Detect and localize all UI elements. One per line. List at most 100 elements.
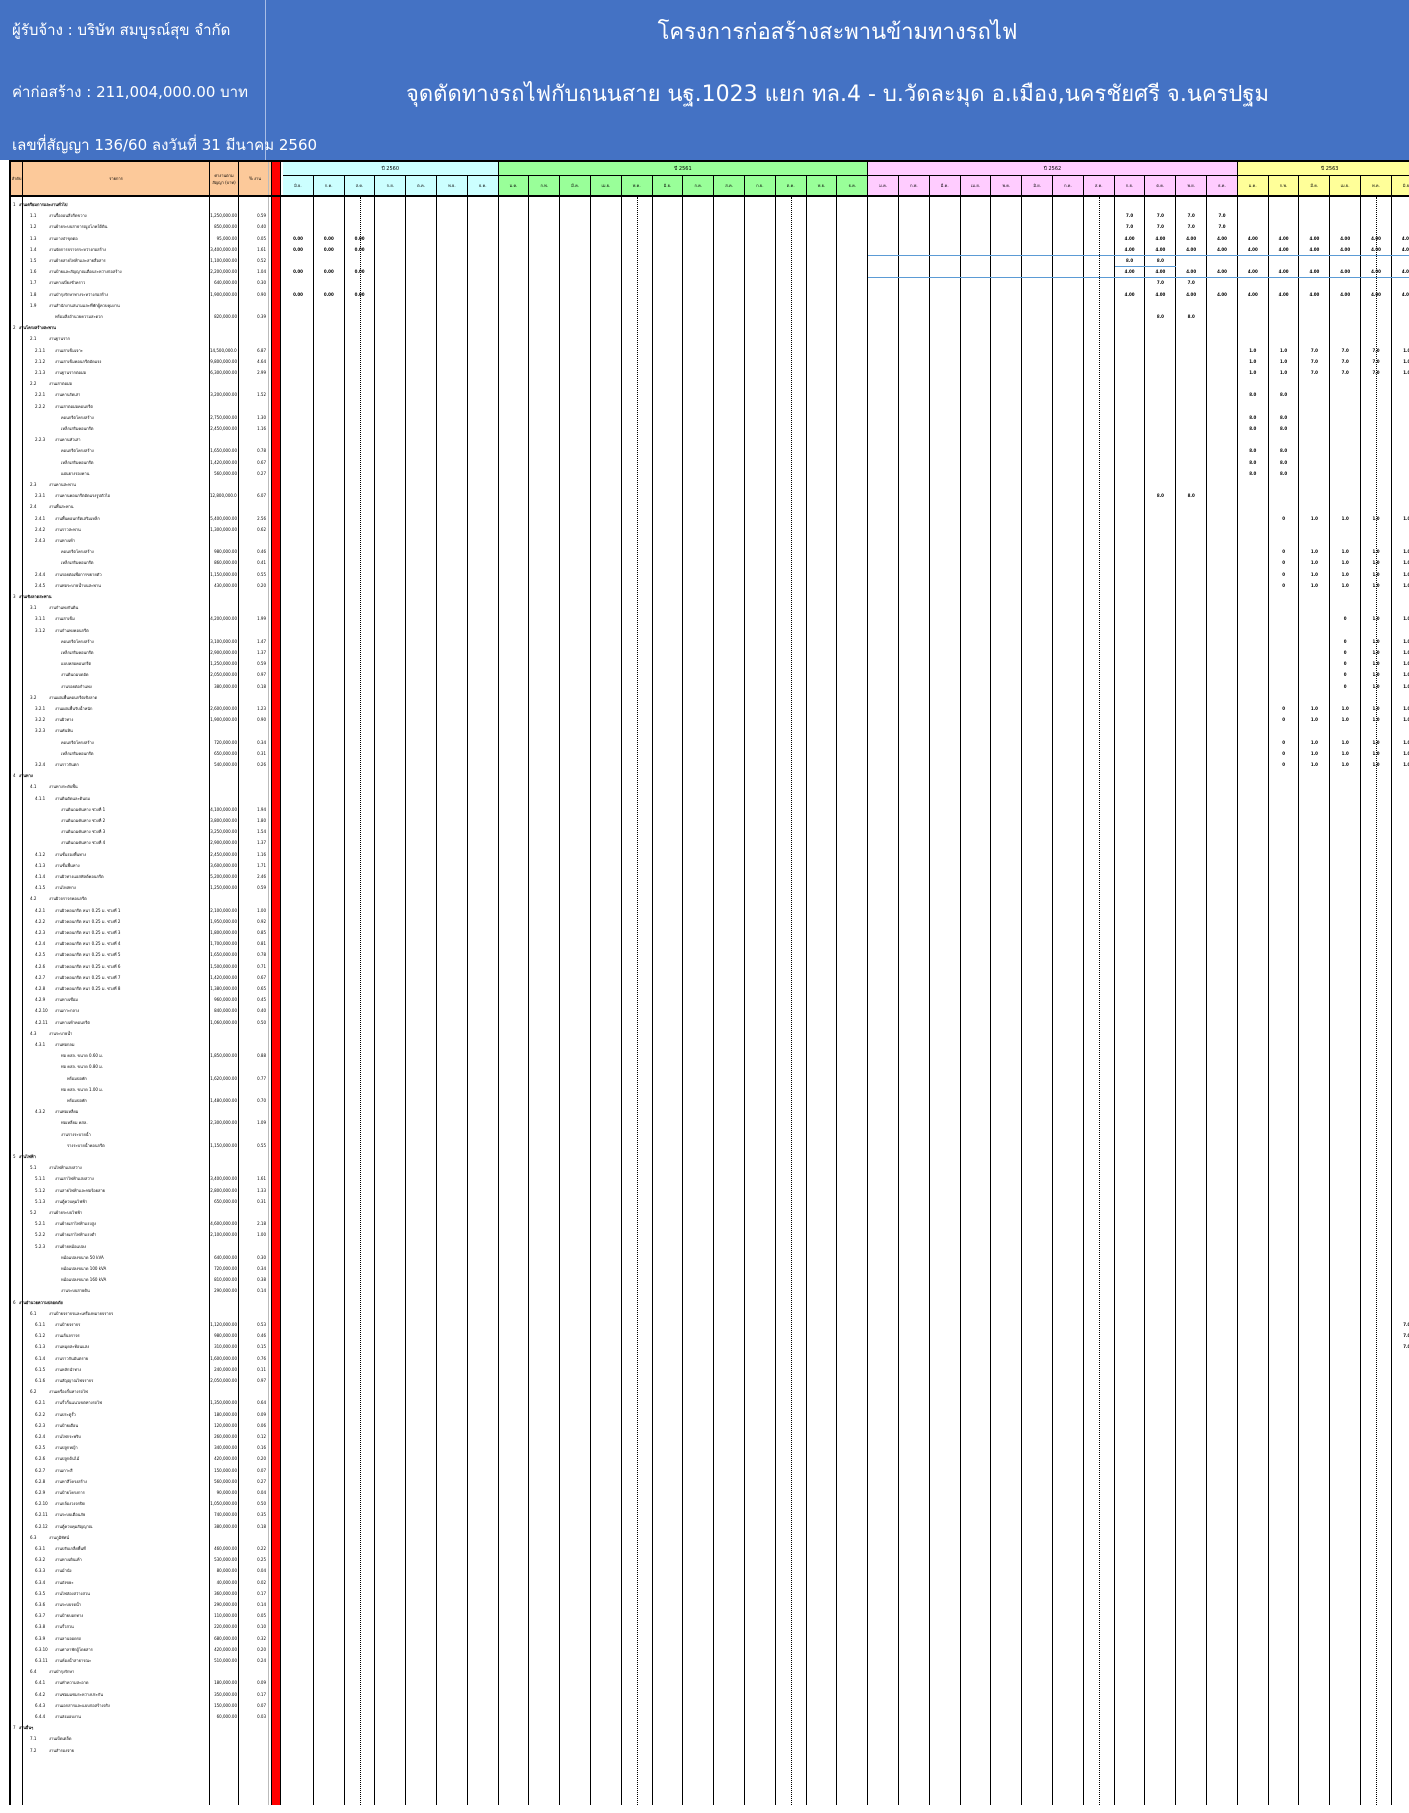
item-percent: 0.10 xyxy=(257,1624,266,1630)
month-header: มี.ค. xyxy=(929,176,961,195)
item-name: งานผิวคอนกรีต หนา 0.25 ม. ช่วงที่ 5 xyxy=(55,952,121,958)
item-name: งานผิวคอนกรีต หนา 0.25 ม. ช่วงที่ 6 xyxy=(55,963,121,969)
item-code: 6.3.1 xyxy=(35,1546,46,1551)
table-row: คอนกรีตโครงสร้าง 720,000.00 0.34 0 1.0 1.0 1.0… xyxy=(11,737,1409,748)
item-percent: 1.37 xyxy=(257,840,266,846)
item-percent: 0.31 xyxy=(257,1198,266,1204)
item-name: งานเชิงลาดสะพาน xyxy=(19,594,52,599)
item-name: งานฐานรากตอม่อ xyxy=(55,370,86,375)
item-code: 6.3.3 xyxy=(35,1568,46,1574)
item-name: คอนกรีตโครงสร้าง xyxy=(61,638,94,644)
schedule-table: ลำดับ รายการ ค่างานตามสัญญา (บาท) % งาน … xyxy=(9,160,1409,1805)
item-amount: 2,750,000.00 xyxy=(210,414,237,420)
item-amount: 1,480,000.00 xyxy=(210,1098,237,1103)
progress-value: 1.0 xyxy=(1249,358,1257,364)
item-amount: 1,420,000.00 xyxy=(210,974,237,980)
progress-value: 4.00 xyxy=(1124,269,1135,275)
item-name: พร้อมบ่อพัก xyxy=(67,1075,87,1081)
table-row: 4.2.5 งานผิวคอนกรีต หนา 0.25 ม. ช่วงที่ 5… xyxy=(11,949,1409,960)
item-name: งานคานรัดเสา xyxy=(55,392,81,398)
progress-value: 7.0 xyxy=(1372,347,1380,353)
table-row: พร้อมบ่อพัก 1,480,000.00 0.70 xyxy=(11,1095,1409,1106)
month-divider xyxy=(651,176,653,1805)
progress-value: 1.0 xyxy=(1403,650,1409,655)
progress-value: 7.0 xyxy=(1187,224,1195,230)
item-amount: 40,000.00 xyxy=(216,1579,237,1585)
month-header: ก.ย. xyxy=(745,176,776,195)
month-header: เม.ย. xyxy=(1330,176,1361,195)
progress-value: 1.0 xyxy=(1372,750,1380,756)
month-header: ธ.ค. xyxy=(837,176,869,195)
item-amount: 1,700,000.00 xyxy=(210,941,237,947)
item-code: 4.2.5 xyxy=(35,952,46,958)
month-divider xyxy=(928,176,930,1805)
table-row: 1.9 งานสำนักงานสนามและที่พักผู้ควบคุมงาน xyxy=(11,300,1409,311)
item-name: งานเสาตอม่อ xyxy=(49,381,73,387)
table-row: 4.1.2 งานชั้นรองพื้นทาง 2,450,000.00 1.16 xyxy=(11,849,1409,860)
item-code: 5.2.2 xyxy=(35,1232,46,1238)
item-percent: 1.16 xyxy=(257,851,266,857)
item-code: 4.2.7 xyxy=(35,974,46,980)
month-divider xyxy=(1113,176,1115,1805)
item-percent: 1.61 xyxy=(257,1176,266,1182)
item-amount: 9,800,000.00 xyxy=(210,358,237,364)
item-name: งานพื้นสะพาน xyxy=(49,504,74,510)
item-code: 4.2.6 xyxy=(35,963,46,969)
month-divider xyxy=(1082,176,1084,1805)
item-name: งานย้ายระบบไฟฟ้า xyxy=(49,1210,83,1215)
item-percent: 1.04 xyxy=(257,269,266,275)
progress-value: 7.0 xyxy=(1341,358,1349,364)
table-row: 4.3.1 งานท่อกลม xyxy=(11,1039,1409,1050)
item-code: 2.1.1 xyxy=(35,347,46,353)
item-percent: 2.46 xyxy=(257,874,266,879)
item-amount: 1,950,000.00 xyxy=(210,918,237,924)
item-code: 6.2.1 xyxy=(35,1400,46,1406)
table-row: 4.2.7 งานผิวคอนกรีต หนา 0.25 ม. ช่วงที่ 7… xyxy=(11,972,1409,983)
month-divider xyxy=(805,176,807,1805)
item-code: 6.2.10 xyxy=(35,1501,48,1507)
item-amount: 420,000.00 xyxy=(214,1456,237,1462)
item-percent: 0.50 xyxy=(257,1019,266,1025)
item-amount: 3,250,000.00 xyxy=(210,829,237,835)
progress-value: 1.0 xyxy=(1249,370,1257,375)
item-code: 6.2.7 xyxy=(35,1467,46,1473)
item-amount: 1,900,000.00 xyxy=(210,717,237,723)
item-name: งานไฟกระพริบ xyxy=(55,1434,81,1439)
month-header: ก.พ. xyxy=(1268,176,1300,195)
item-name: งานราวกันอันตราย xyxy=(55,1355,89,1361)
progress-value: 7.0 xyxy=(1310,347,1318,353)
progress-value: 0 xyxy=(1282,739,1285,745)
item-percent: 6.87 xyxy=(257,347,266,353)
month-divider xyxy=(1052,176,1053,1805)
month-header: ธ.ค. xyxy=(467,176,499,195)
progress-value: 0.00 xyxy=(354,246,365,252)
item-name: ท่อ คสล. ขนาด 0.80 ม. xyxy=(61,1064,104,1070)
item-name: งานรางระบายน้ำ xyxy=(61,1131,91,1137)
item-percent: 0.18 xyxy=(257,683,266,689)
col-header-amount: ค่างานตามสัญญา (บาท) xyxy=(210,162,239,195)
item-name: งานเบ็ดเตล็ด xyxy=(49,1736,72,1742)
progress-value: 1.0 xyxy=(1341,560,1349,566)
item-amount: 6,300,000.00 xyxy=(210,370,237,375)
progress-value: 1.0 xyxy=(1341,515,1349,521)
item-name: งานย้ายเสาไฟฟ้าแรงสูง xyxy=(55,1221,96,1227)
item-code: 2.3 xyxy=(30,482,37,487)
item-amount: 530,000.00 xyxy=(214,1557,237,1563)
progress-bar-line xyxy=(868,255,1409,256)
table-row: 4.3 งานระบายน้ำ xyxy=(11,1028,1409,1039)
item-code: 4.2.8 xyxy=(35,986,46,991)
month-divider xyxy=(1175,176,1177,1805)
month-header: เม.ย. xyxy=(591,176,622,195)
month-divider xyxy=(620,176,622,1805)
table-row: 1.2 งานย้ายระบบสาธารณูปโภคใต้ดิน 850,000.0… xyxy=(11,221,1409,232)
item-percent: 0.32 xyxy=(257,1635,266,1641)
progress-value: 4.00 xyxy=(1401,235,1409,241)
item-code: 2.1 xyxy=(30,336,37,342)
item-percent: 2.99 xyxy=(257,370,266,375)
item-name: พร้อมสิ่งอำนวยความสะดวก xyxy=(55,314,103,319)
item-percent: 0.02 xyxy=(257,1579,266,1585)
table-row: 1.7 งานทางเบี่ยงชั่วคราว 640,000.00 0.30 7.0… xyxy=(11,277,1409,288)
item-amount: 290,000.00 xyxy=(214,1602,237,1607)
item-code: 3.1 xyxy=(30,605,37,611)
table-row: 1.5 งานย้ายสายไฟฟ้าและสายสื่อสาร 1,100,000… xyxy=(11,255,1409,266)
